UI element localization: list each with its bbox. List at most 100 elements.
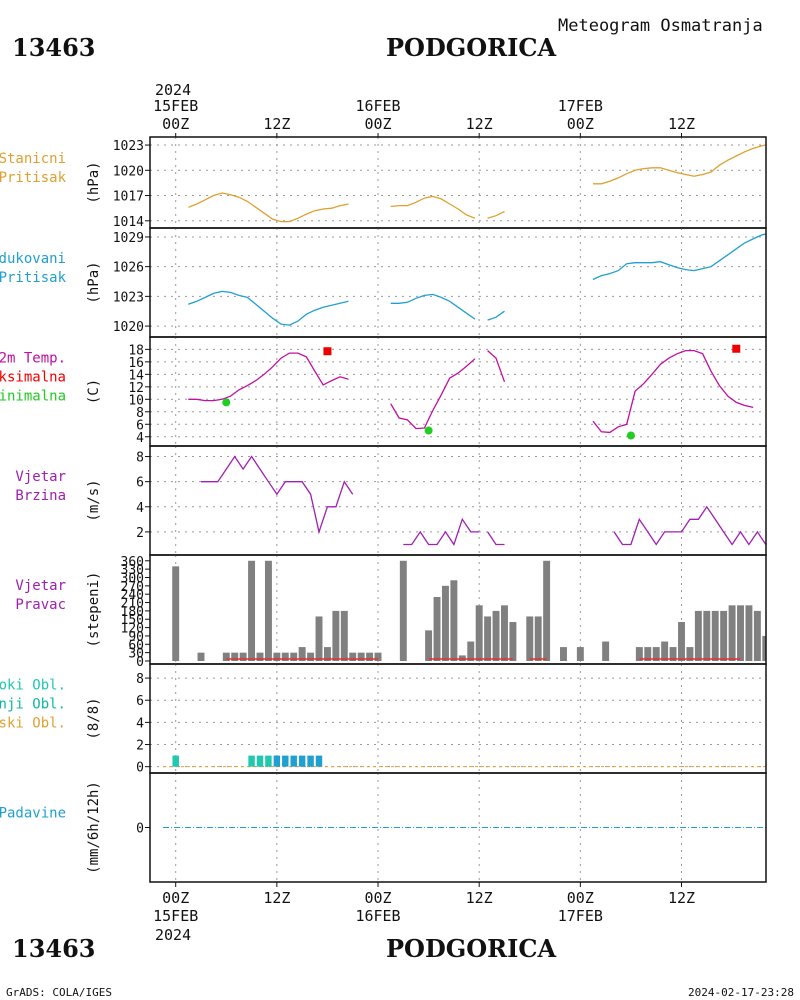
temperature-line [592,349,754,434]
panel-label: Minimalna [0,389,66,405]
wind-direction-bar [433,596,441,661]
panel-label: Maksimalna [0,370,66,386]
cloud-bar [172,755,179,767]
y-tick-label: 16 [128,356,144,371]
footer-timestamp: 2024-02-17-23:28 [688,986,794,999]
wind-direction-bar [475,605,483,661]
y-tick-label: 1023 [113,139,144,154]
wind-direction-bar [694,610,702,661]
y-tick-label: 1026 [113,261,144,276]
year-label-bottom: 2024 [155,926,191,944]
wind-direction-bar [366,652,374,661]
time-label-top: 00Z [162,115,189,133]
cloud-bar [282,755,289,767]
wind-direction-bar [686,647,694,661]
panel-label: Vjetar [15,469,66,485]
station-name-bottom: PODGORICA [386,934,556,963]
wind-direction-bar [307,652,315,661]
y-tick-label: 4 [136,431,144,446]
y-tick-label: 120 [121,622,144,637]
y-tick-label: 8 [136,672,144,687]
y-tick-label: 180 [121,605,144,620]
panel-frame [149,772,767,883]
wind-direction-bar [467,641,475,661]
wind-direction-bar [231,652,239,661]
time-label-top: 00Z [567,115,594,133]
time-label-top: 00Z [364,115,391,133]
reduced-pressure-line [592,233,766,281]
cloud-bar [315,755,323,767]
panel-p4: 2 4 6 8 Vjetar Brzina (m/s) [15,445,767,556]
y-tick-label: 8 [136,406,144,421]
wind-direction-bar [450,580,458,661]
panel-data-p1 [188,144,766,223]
time-label-top: 12Z [263,115,290,133]
y-tick-label: 360 [121,555,144,570]
station-pressure-line [188,192,349,223]
panel-data-p3 [188,344,754,440]
time-label-bottom: 12Z [466,889,493,907]
panel-unit: (mm/6h/12h) [86,781,102,874]
y-tick-label: 6 [136,418,144,433]
wind-direction-bar [273,652,281,661]
cloud-bar [265,755,272,767]
wind-direction-bar [458,655,466,661]
wind-direction-bar [197,652,205,661]
wind-direction-bar [737,605,744,661]
panel-label: 2m Temp. [0,351,66,367]
y-tick-label: 10 [128,393,144,408]
temperature-line [188,352,349,402]
y-tick-label: 8 [136,451,144,466]
y-tick-label: 1023 [113,290,144,305]
panel-unit: (hPa) [86,161,102,203]
panel-label: Srednji Obl. [0,697,66,713]
y-tick-label: 270 [121,580,144,595]
y-tick-label: 240 [121,588,144,603]
y-tick-label: 1020 [113,164,144,179]
wind-speed-line [613,505,766,546]
wind-direction-bar [501,605,508,661]
wind-direction-bar [788,642,795,661]
wind-direction-bar [441,585,449,661]
panel-frame [149,336,767,447]
panel-p1: 1014 1017 1020 1023 Stanicni Pritisak (hPa) [0,136,767,230]
y-tick-label: 1029 [113,231,144,246]
time-label-bottom: 12Z [263,889,290,907]
tmin-marker [626,431,635,440]
time-label-bottom: 00Z [162,889,189,907]
date-label-top: 17FEB [558,97,603,115]
y-tick-label: 150 [121,613,144,628]
panel-frame [149,136,767,229]
wind-direction-bar [298,647,306,661]
y-tick-label: 6 [136,476,144,491]
cloud-bar [273,755,281,767]
wind-direction-bar [509,622,517,661]
panel-unit: (m/s) [86,479,102,521]
wind-direction-bar [644,647,652,661]
year-label-top: 2024 [155,81,191,99]
wind-direction-bar [728,605,736,661]
wind-direction-bar [290,652,298,661]
wind-direction-bar [661,641,669,661]
wind-direction-bar [484,616,492,661]
panel-p2: 1020 1023 1026 1029 Redukovani Pritisak (hPa) [0,227,767,338]
wind-direction-bar [753,610,761,661]
wind-direction-bar [669,647,677,661]
station-pressure-line [593,144,766,185]
wind-speed-line [201,455,354,535]
panel-frame [149,227,767,338]
panel-unit: (stepeni) [86,572,102,648]
tmax-marker [323,347,332,356]
wind-direction-bar [720,610,728,661]
y-tick-label: 0 [136,822,144,837]
y-tick-label: 2 [136,739,144,754]
cloud-bar [256,755,264,767]
wind-direction-bar [534,616,542,661]
wind-direction-bar [711,610,719,661]
panel-p7: 0 Padavine (mm/6h/12h) [0,772,767,883]
temperature-line [390,358,476,430]
panel-label: Pravac [15,597,66,613]
